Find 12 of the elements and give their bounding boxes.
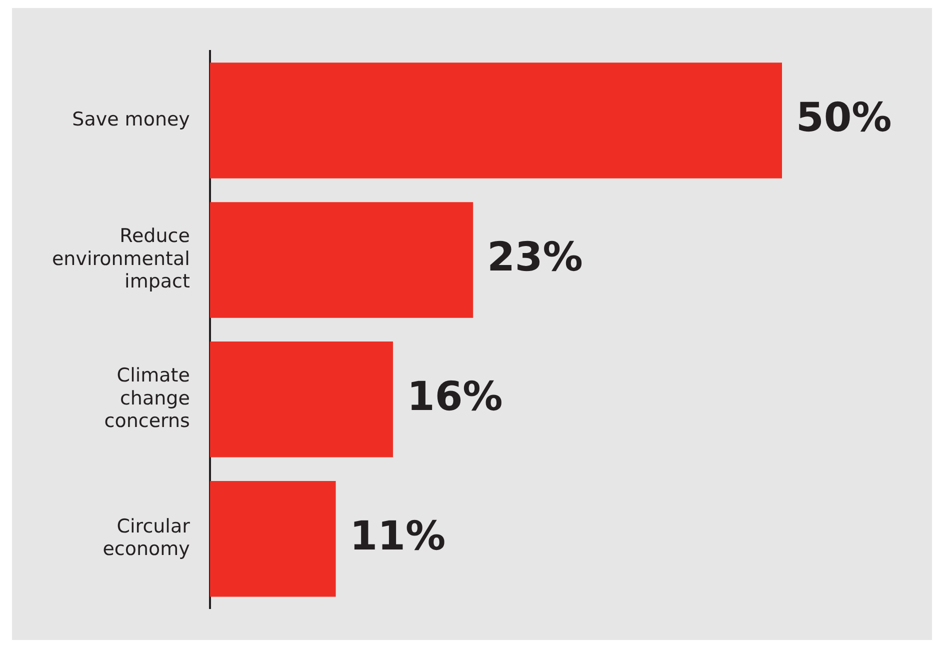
- data-label: 23%: [487, 234, 583, 280]
- y-tick-label: Climate change concerns: [104, 364, 190, 432]
- y-tick-label: Reduce environmental impact: [52, 225, 190, 293]
- data-label: 50%: [796, 94, 892, 141]
- data-label: 16%: [406, 374, 503, 420]
- y-tick-label: Save money: [72, 108, 190, 130]
- data-label: 11%: [350, 513, 446, 560]
- bar: [210, 202, 474, 318]
- y-tick-label: Circular economy: [102, 515, 190, 560]
- bar: [210, 481, 336, 597]
- bar: [210, 62, 782, 178]
- bar: [210, 342, 393, 458]
